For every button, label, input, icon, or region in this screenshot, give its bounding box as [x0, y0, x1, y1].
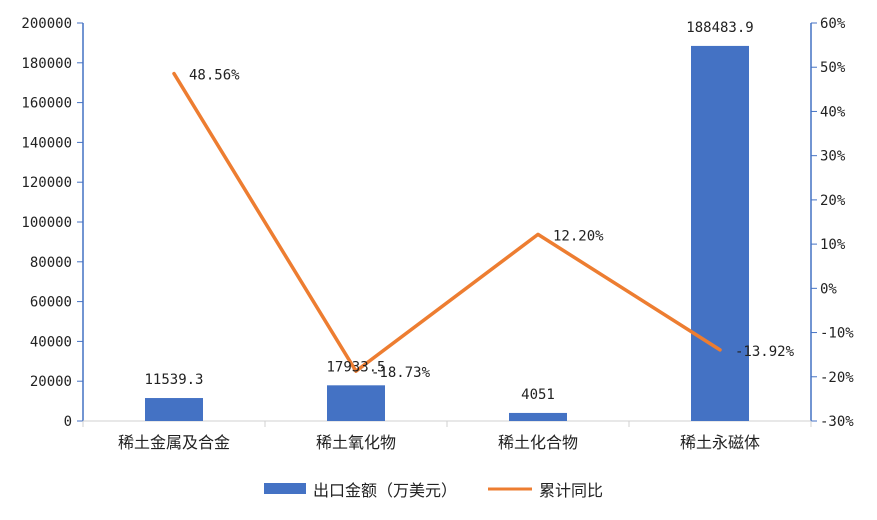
- bar-series: [145, 45, 749, 421]
- bar: [145, 398, 203, 421]
- bar: [509, 412, 567, 421]
- bar-value-label: 4051: [521, 387, 555, 403]
- line-value-label: -13.92%: [735, 344, 795, 360]
- left-axis-tick-label: 200000: [21, 16, 72, 32]
- x-axis-category-label: 稀土化合物: [498, 433, 578, 452]
- right-axis-tick-label: 60%: [820, 16, 846, 32]
- bar-value-label: 17933.5: [326, 359, 385, 375]
- right-y-axis: -30% -20% -10% 0% 10% 20% 30% 40% 50% 60%: [810, 16, 854, 430]
- legend-swatch-bar: [264, 483, 306, 494]
- left-axis-tick-label: 0: [64, 414, 72, 430]
- line-value-label: 12.20%: [553, 228, 604, 244]
- line-value-label: -18.73%: [371, 365, 431, 381]
- right-axis-tick-label: -10%: [820, 326, 854, 342]
- line-value-label: 48.56%: [189, 68, 240, 84]
- line-point: [718, 348, 722, 352]
- left-axis-tick-label: 180000: [21, 56, 72, 72]
- left-y-axis: 0 20000 40000 60000 80000 100000 120000 140000 1…: [21, 16, 84, 430]
- x-axis-category-label: 稀土永磁体: [680, 433, 760, 452]
- line-path: [172, 71, 722, 373]
- bar-value-label: 11539.3: [144, 372, 203, 388]
- line-point: [536, 232, 540, 236]
- legend: 出口金额（万美元） 累计同比: [264, 481, 603, 500]
- left-axis-tick-label: 20000: [30, 374, 72, 390]
- right-axis-tick-label: 40%: [820, 104, 846, 120]
- data-labels: 11539.3 17933.5 4051 188483.9 48.56% -18.73% 1…: [144, 20, 794, 403]
- legend-label-line: 累计同比: [539, 481, 603, 500]
- line-point: [172, 72, 176, 76]
- left-axis-tick-label: 60000: [30, 295, 72, 311]
- bar: [691, 45, 749, 421]
- legend-label-bar: 出口金额（万美元）: [313, 481, 457, 500]
- left-axis-tick-label: 80000: [30, 255, 72, 271]
- left-axis-tick-label: 160000: [21, 96, 72, 112]
- x-axis-category-label: 稀土金属及合金: [118, 433, 230, 452]
- line-point: [354, 369, 358, 373]
- right-axis-tick-label: 10%: [820, 237, 846, 253]
- left-axis-tick-label: 120000: [21, 175, 72, 191]
- left-axis-tick-label: 40000: [30, 334, 72, 350]
- bar: [327, 385, 385, 421]
- right-axis-tick-label: -20%: [820, 370, 854, 386]
- right-axis-tick-label: 0%: [820, 281, 837, 297]
- x-axis-category-label: 稀土氧化物: [316, 433, 396, 452]
- line-series: [172, 71, 722, 373]
- right-axis-tick-label: 50%: [820, 60, 846, 76]
- left-axis-tick-label: 100000: [21, 215, 72, 231]
- x-axis: 稀土金属及合金 稀土氧化物 稀土化合物 稀土永磁体: [82, 420, 812, 452]
- right-axis-tick-label: -30%: [820, 414, 854, 430]
- bar-value-label: 188483.9: [686, 20, 753, 36]
- left-axis-tick-label: 140000: [21, 135, 72, 151]
- right-axis-tick-label: 20%: [820, 193, 846, 209]
- right-axis-tick-label: 30%: [820, 149, 846, 165]
